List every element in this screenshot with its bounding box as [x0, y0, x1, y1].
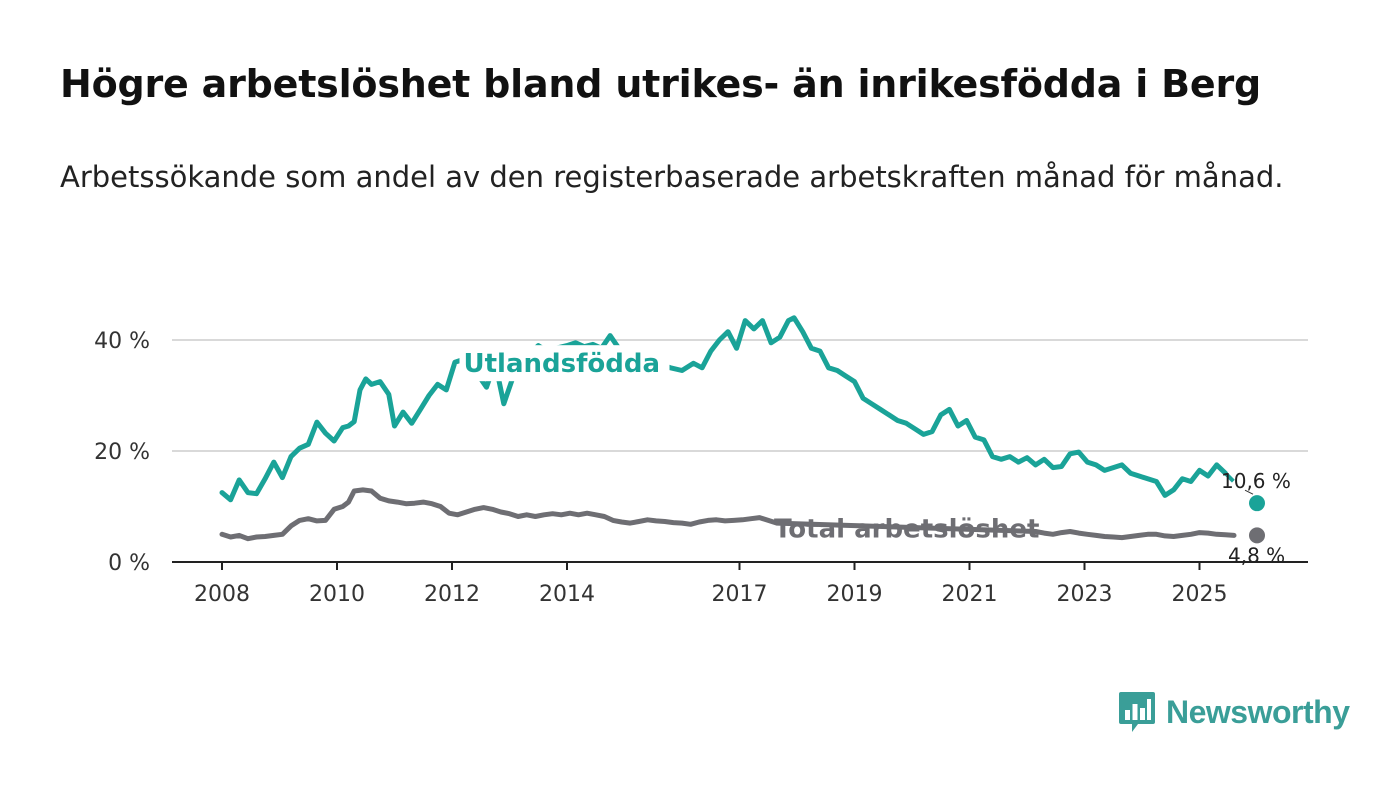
series-label-total: Total arbetslöshet — [774, 515, 1039, 545]
end-value-total: 4,8 % — [1228, 543, 1285, 567]
y-tick-label: 20 % — [94, 440, 150, 465]
x-tick-label: 2025 — [1172, 582, 1228, 607]
end-marker-total — [1249, 527, 1265, 544]
series-label-utlandsfodda: Utlandsfödda — [464, 349, 661, 379]
x-tick-label: 2008 — [194, 582, 250, 607]
x-tick-label: 2021 — [942, 582, 998, 607]
series-line-total — [219, 487, 1237, 542]
end-label-knockout — [1227, 544, 1285, 567]
x-tick-label: 2014 — [539, 582, 595, 607]
brand-name: Newsworthy — [1166, 693, 1350, 730]
x-tick-label: 2023 — [1057, 582, 1113, 607]
axes: 0 % 20 % 40 % 2008 2010 2012 2014 2017 2019 2021 2… — [94, 329, 1308, 607]
x-tick-label: 2012 — [424, 582, 480, 607]
x-tick-label: 2017 — [712, 582, 768, 607]
series-tail-utlandsfodda — [1223, 471, 1235, 483]
y-tick-label: 0 % — [108, 551, 150, 576]
end-label-leader — [1244, 489, 1254, 495]
chart-subtitle: Arbetssökande som andel av den registerb… — [60, 160, 1284, 194]
grid-lines — [172, 339, 1308, 452]
y-tick-label: 40 % — [94, 329, 150, 354]
series-line-utlandsfodda — [219, 315, 1228, 503]
chart-title: Högre arbetslöshet bland utrikes- än inr… — [60, 62, 1261, 106]
label-knockout — [459, 345, 670, 382]
end-value-utlandsfodda: 10,6 % — [1221, 469, 1291, 493]
x-tick-label: 2019 — [827, 582, 883, 607]
newsworthy-logo: Newsworthy — [1118, 690, 1350, 734]
end-marker-utlandsfodda — [1249, 495, 1265, 512]
series-lines — [219, 315, 1265, 544]
series-labels: Utlandsfödda Total arbetslöshet 10,6 % 4,8 … — [459, 345, 1291, 567]
bar-chart-speech-icon — [1119, 692, 1155, 732]
x-tick-label: 2010 — [309, 582, 365, 607]
